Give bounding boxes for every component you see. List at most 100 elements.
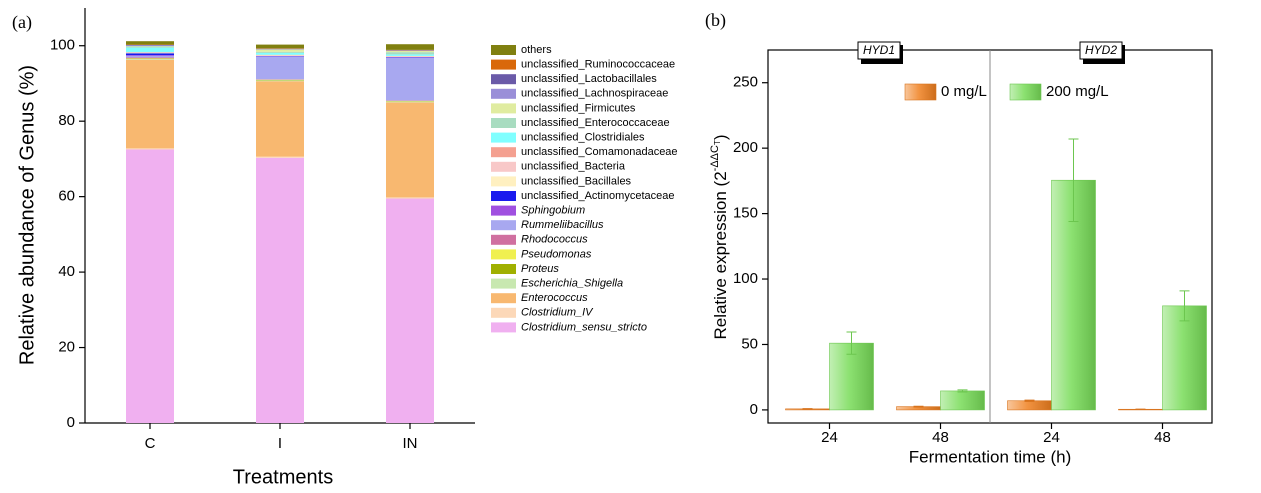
panel-label: (a)	[12, 12, 32, 33]
x-tick-label: 24	[821, 429, 838, 446]
y-tick-label: 250	[733, 74, 758, 91]
legend-label: unclassified_Bacteria	[521, 161, 626, 173]
bar-segment	[126, 45, 174, 47]
legend-swatch	[491, 220, 516, 231]
bar-segment	[386, 54, 434, 56]
bar-segment	[256, 156, 304, 158]
bar-segment	[126, 148, 174, 150]
legend-swatch	[491, 322, 516, 333]
y-tick-label: 20	[58, 339, 75, 356]
x-axis-label: Fermentation time (h)	[909, 447, 1072, 466]
x-tick-label: 24	[1043, 429, 1060, 446]
legend-label: unclassified_Lachnospiraceae	[521, 88, 668, 100]
legend-label: unclassified_Comamonadaceae	[521, 146, 678, 158]
bar-segment	[126, 59, 174, 149]
x-tick-label: 48	[1154, 429, 1171, 446]
legend-swatch	[904, 83, 937, 101]
y-axis-label-close: )	[711, 134, 730, 140]
bar	[1007, 400, 1052, 411]
error-bar	[1068, 138, 1079, 222]
legend-swatch	[1009, 83, 1042, 101]
y-tick-label: 200	[733, 139, 758, 156]
x-tick-label: IN	[403, 435, 418, 452]
legend-swatch	[491, 88, 516, 99]
error-bar	[1179, 290, 1190, 322]
bar	[940, 390, 985, 411]
legend-swatch	[491, 205, 516, 216]
y-tick-label: 150	[733, 205, 758, 222]
legend-label: unclassified_Ruminococcaceae	[521, 59, 675, 71]
legend-label: unclassified_Actinomycetaceae	[521, 190, 674, 202]
y-axis-label-exponent: -ΔΔC	[709, 145, 721, 171]
error-bar	[846, 331, 857, 355]
legend-swatch	[491, 293, 516, 304]
bar-segment	[126, 41, 174, 45]
bar-segment	[386, 198, 434, 423]
legend-label: unclassified_Bacillales	[521, 175, 632, 187]
legend-label: Clostridium_IV	[521, 307, 594, 319]
legend-swatch	[491, 103, 516, 114]
legend-swatch	[491, 147, 516, 158]
legend-swatch	[491, 191, 516, 201]
legend-label: 0 mg/L	[941, 83, 987, 100]
legend-label: Proteus	[521, 263, 559, 275]
bar-segment	[256, 52, 304, 55]
bar-segment	[386, 51, 434, 53]
y-tick-label: 100	[50, 37, 75, 54]
legend-label: Escherichia_Shigella	[521, 278, 623, 290]
legend-swatch	[491, 278, 516, 289]
bar-segment	[126, 57, 174, 59]
legend-swatch	[491, 161, 516, 172]
error-bar	[913, 405, 924, 408]
bar-segment	[256, 80, 304, 82]
error-bar	[957, 389, 968, 393]
group-label: HYD2	[1085, 43, 1117, 57]
legend-swatch	[491, 249, 516, 260]
bar-segment	[256, 49, 304, 52]
x-axis-label: Treatments	[233, 466, 333, 488]
legend-swatch	[491, 307, 516, 318]
bar-segment	[126, 149, 174, 423]
legend-swatch	[491, 59, 516, 70]
error-bar	[1024, 399, 1035, 402]
legend-label: others	[521, 44, 552, 56]
bar-segment	[256, 51, 304, 53]
legend-swatch	[491, 45, 516, 55]
group-label: HYD1	[863, 43, 895, 57]
bar-segment	[386, 101, 434, 103]
legend-label: unclassified_Enterococcaceae	[521, 117, 670, 129]
group-label-box	[857, 41, 901, 60]
legend-label: Rhodococcus	[521, 234, 588, 246]
bar	[1162, 305, 1207, 411]
error-bar	[802, 408, 813, 410]
y-tick-label: 80	[58, 112, 75, 129]
bar-segment	[126, 55, 174, 56]
x-tick-label: 48	[932, 429, 949, 446]
y-tick-label: 100	[733, 270, 758, 287]
bar-segment	[386, 44, 434, 50]
legend-swatch	[491, 264, 516, 274]
legend-swatch	[491, 176, 516, 187]
legend-label: unclassified_Clostridiales	[521, 132, 645, 144]
y-tick-label: 60	[58, 188, 75, 205]
legend-label: Sphingobium	[521, 205, 585, 217]
y-tick-label: 0	[67, 414, 75, 431]
bar-segment	[256, 157, 304, 423]
bar-segment	[386, 102, 434, 198]
legend-label: Clostridium_sensu_stricto	[521, 321, 647, 333]
bar-segment	[126, 47, 174, 53]
legend-swatch	[491, 132, 516, 143]
panel-label: (b)	[705, 10, 726, 31]
legend-swatch	[491, 74, 516, 85]
y-tick-label: 50	[741, 335, 758, 352]
y-axis-label-base: Relative expression (2	[711, 171, 730, 339]
y-tick-label: 0	[750, 401, 758, 418]
legend-label: Rummeliibacillus	[521, 219, 604, 231]
legend-swatch	[491, 234, 516, 245]
bar-segment	[256, 44, 304, 49]
legend-label: Pseudomonas	[521, 248, 592, 260]
y-axis-label: Relative expression (2-ΔΔCT)	[709, 134, 731, 339]
y-axis-label-subscript: T	[713, 140, 722, 145]
